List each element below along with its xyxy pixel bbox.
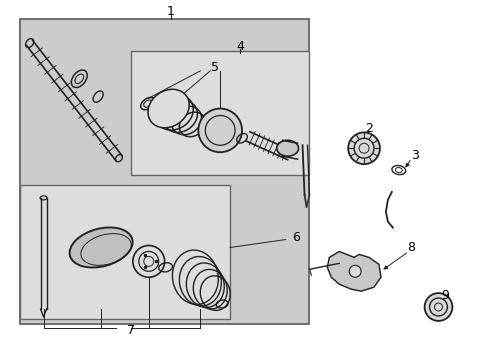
- Text: 9: 9: [441, 289, 448, 302]
- Ellipse shape: [276, 140, 298, 156]
- Text: 1: 1: [166, 5, 174, 18]
- Text: 7: 7: [126, 324, 135, 337]
- Bar: [20, 19, 309, 324]
- Bar: [20, 185, 230, 319]
- Circle shape: [424, 293, 451, 321]
- Text: 8: 8: [406, 241, 414, 254]
- Ellipse shape: [148, 89, 189, 128]
- Text: 3: 3: [410, 149, 418, 162]
- Circle shape: [198, 109, 242, 152]
- Ellipse shape: [69, 228, 132, 267]
- Circle shape: [348, 265, 360, 277]
- Text: 2: 2: [365, 122, 372, 135]
- Polygon shape: [326, 251, 380, 291]
- Circle shape: [347, 132, 379, 164]
- Bar: [131, 51, 309, 175]
- Circle shape: [133, 246, 164, 277]
- Ellipse shape: [172, 250, 218, 305]
- Text: 5: 5: [211, 61, 219, 75]
- Text: 6: 6: [291, 231, 299, 244]
- Text: 4: 4: [236, 40, 244, 53]
